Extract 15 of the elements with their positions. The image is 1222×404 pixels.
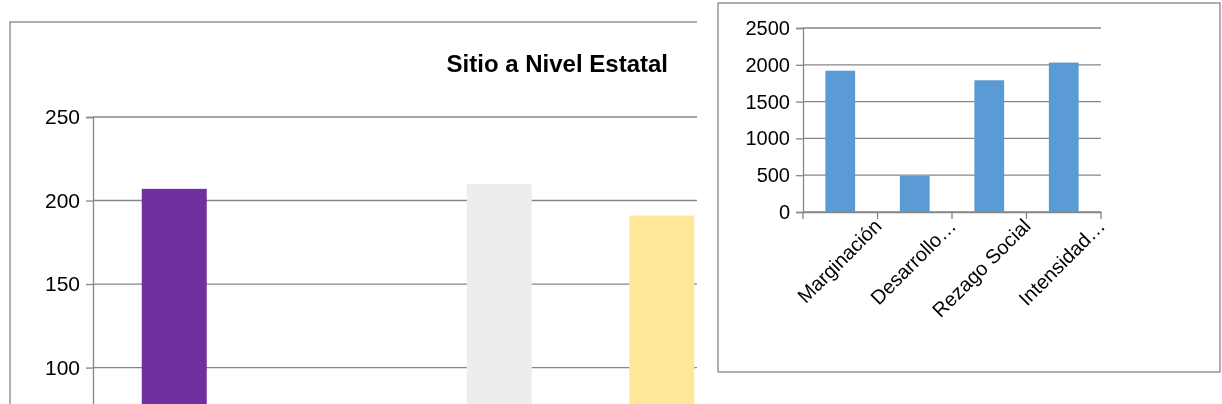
y-tick-label: 2000 xyxy=(745,53,790,76)
bar xyxy=(974,80,1005,212)
y-tick-label: 150 xyxy=(44,272,80,296)
y-tick-label: 200 xyxy=(44,188,80,212)
bar xyxy=(825,70,856,212)
y-tick-label: 1000 xyxy=(745,127,790,150)
y-tick-label: 500 xyxy=(756,164,790,187)
y-tick-label: 250 xyxy=(44,105,80,129)
y-tick-label: 1500 xyxy=(745,90,790,113)
y-tick-label: 2500 xyxy=(745,16,790,39)
y-tick-label: 100 xyxy=(44,355,80,379)
bar xyxy=(1048,62,1079,212)
chart-title: Sitio a Nivel Estatal xyxy=(446,50,668,77)
bar xyxy=(899,175,930,212)
y-tick-label: 0 xyxy=(778,200,790,223)
